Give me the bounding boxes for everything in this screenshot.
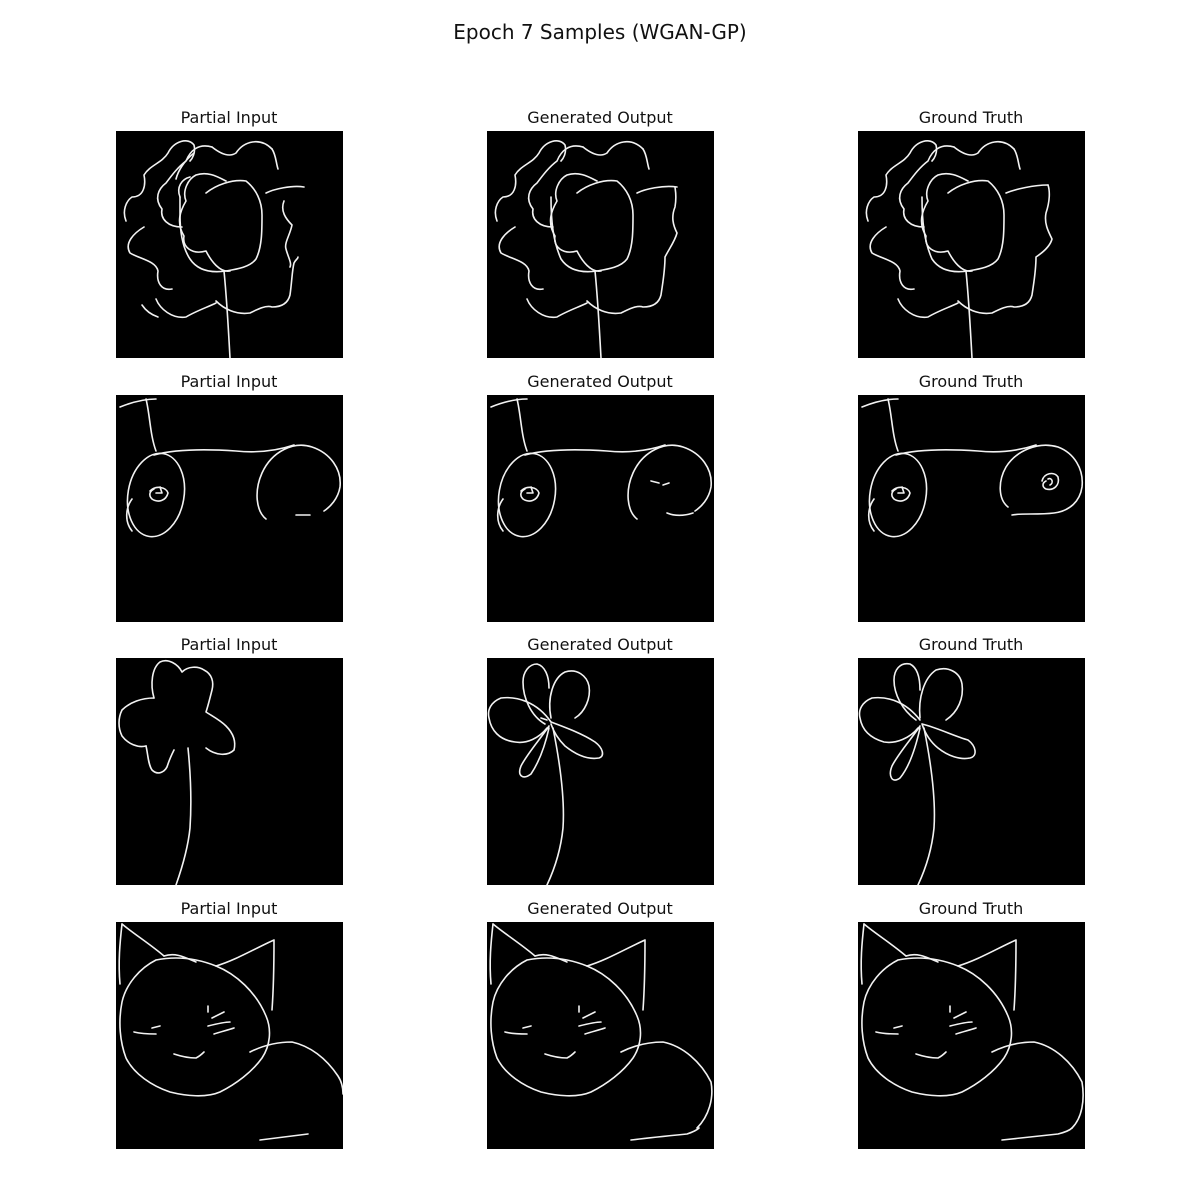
panel-title-generated-output: Generated Output: [527, 899, 673, 918]
sample-panel-wheels-generated: [487, 395, 714, 622]
sample-panel-flower-stem-generated: [487, 658, 714, 885]
panel-title-ground-truth: Ground Truth: [918, 108, 1024, 127]
panel-title-ground-truth: Ground Truth: [918, 635, 1024, 654]
panel-title-generated-output: Generated Output: [527, 108, 673, 127]
panel-title-partial-input: Partial Input: [180, 372, 278, 391]
panel-title-ground-truth: Ground Truth: [918, 899, 1024, 918]
sample-panel-cat-generated: [487, 922, 714, 1149]
sample-panel-wheels-ground-truth: [858, 395, 1085, 622]
sample-panel-flower-stem-partial: [116, 658, 343, 885]
panel-title-generated-output: Generated Output: [527, 372, 673, 391]
panel-title-partial-input: Partial Input: [180, 635, 278, 654]
panel-title-ground-truth: Ground Truth: [918, 372, 1024, 391]
sample-panel-cat-ground-truth: [858, 922, 1085, 1149]
panel-title-generated-output: Generated Output: [527, 635, 673, 654]
sample-panel-cat-partial: [116, 922, 343, 1149]
panel-title-partial-input: Partial Input: [180, 899, 278, 918]
sample-panel-flower-generated: [487, 131, 714, 358]
sample-panel-wheels-partial: [116, 395, 343, 622]
sample-panel-flower-ground-truth: [858, 131, 1085, 358]
sample-panel-flower-partial: [116, 131, 343, 358]
panel-title-partial-input: Partial Input: [180, 108, 278, 127]
figure-title: Epoch 7 Samples (WGAN-GP): [453, 20, 747, 44]
sample-panel-flower-stem-ground-truth: [858, 658, 1085, 885]
